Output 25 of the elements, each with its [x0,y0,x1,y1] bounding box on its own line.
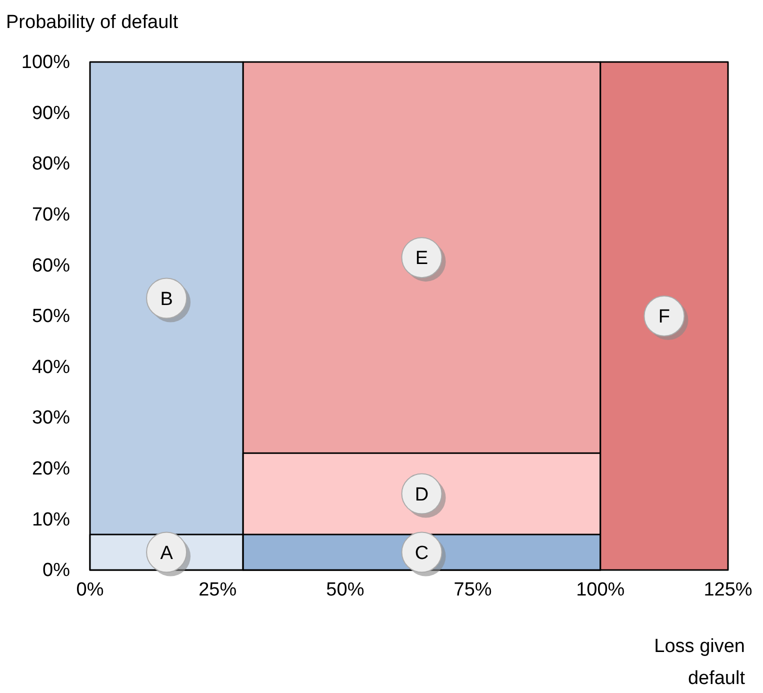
series-label: F [658,306,670,328]
series-label: E [415,248,428,270]
series-label: B [160,288,173,310]
series-label: D [414,484,429,506]
y-tick-label: 30% [32,408,70,429]
y-tick-label: 70% [32,204,70,226]
y-axis-title: Probability of default [6,12,179,33]
x-tick-label: 75% [454,579,492,600]
series-label: A [160,542,174,564]
series-label: C [414,542,429,564]
x-tick-label: 125% [704,579,752,600]
x-tick-label: 50% [326,579,364,600]
y-tick-label: 0% [42,560,70,582]
y-tick-label: 40% [32,356,70,378]
y-tick-label: 100% [21,52,70,74]
y-tick-label: 50% [32,306,70,328]
y-tick-label: 20% [32,458,70,480]
x-tick-label: 25% [198,579,237,600]
y-tick-label: 60% [32,255,70,276]
x-tick-label: 100% [576,579,625,600]
x-tick-label: 0% [76,579,104,600]
y-tick-label: 90% [32,102,70,124]
y-tick-label: 80% [32,154,70,175]
y-tick-label: 10% [32,509,70,530]
x-axis-title: Loss given default [654,636,746,689]
